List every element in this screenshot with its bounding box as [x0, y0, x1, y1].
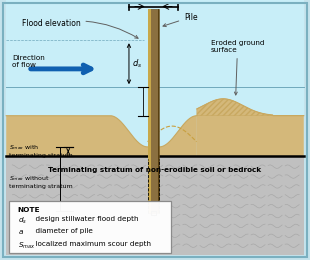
Bar: [148, 9, 151, 213]
Text: $d_s$: $d_s$: [132, 57, 142, 70]
Text: $S_{max}$ with
terminating stratum: $S_{max}$ with terminating stratum: [9, 143, 73, 158]
Polygon shape: [6, 116, 197, 156]
FancyBboxPatch shape: [9, 201, 171, 253]
Bar: [6, 0, 304, 156]
Text: $S_{max}$ without
terminating stratum: $S_{max}$ without terminating stratum: [9, 174, 73, 189]
Text: $S_{max}$: $S_{max}$: [18, 241, 36, 251]
Text: localized maximum scour depth: localized maximum scour depth: [31, 241, 151, 247]
Bar: [151, 211, 156, 215]
Text: diameter of pile: diameter of pile: [31, 228, 93, 234]
Text: Direction
of flow: Direction of flow: [12, 55, 45, 68]
Text: $a$: $a$: [18, 228, 24, 236]
Bar: [6, 156, 304, 255]
Text: design stillwater flood depth: design stillwater flood depth: [31, 216, 139, 222]
Text: Flood elevation: Flood elevation: [22, 19, 138, 38]
Text: $d_s$: $d_s$: [18, 216, 27, 226]
Bar: [148, 9, 159, 213]
Text: Terminating stratum of non-erodible soil or bedrock: Terminating stratum of non-erodible soil…: [48, 167, 262, 173]
Text: Eroded ground
surface: Eroded ground surface: [211, 40, 264, 95]
Polygon shape: [197, 99, 304, 156]
Bar: [157, 9, 159, 213]
Text: NOTE: NOTE: [17, 207, 40, 213]
Text: Pile: Pile: [163, 12, 198, 27]
